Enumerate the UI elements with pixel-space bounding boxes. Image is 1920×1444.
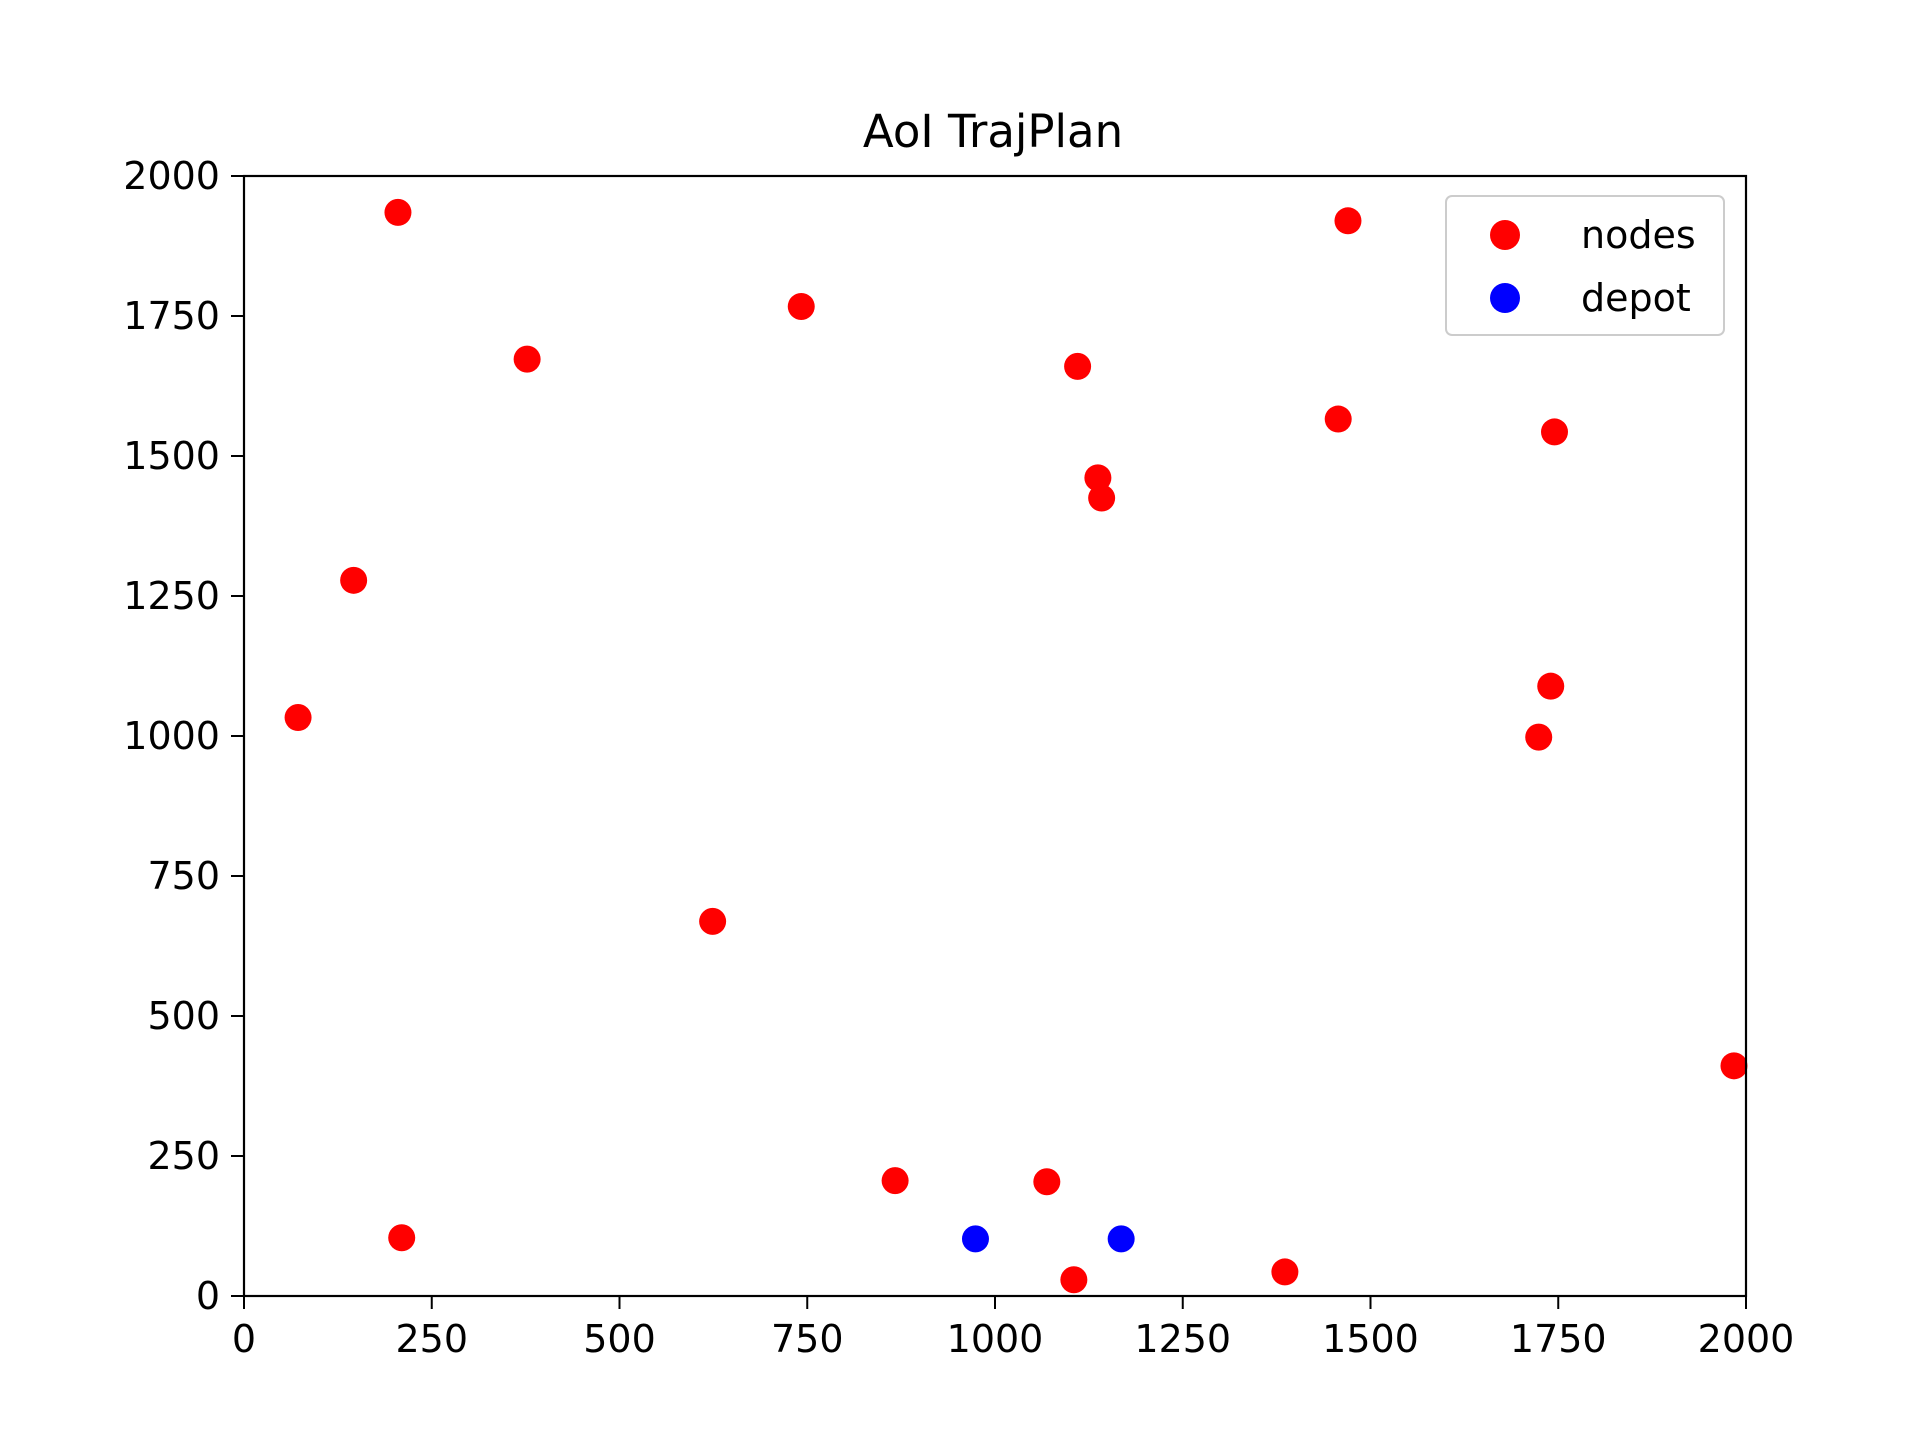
y-axis: 0 250 500 750 1000 1250 1500 1750 2000 bbox=[123, 154, 244, 1318]
y-tick-label-4: 1000 bbox=[123, 714, 220, 758]
x-tick-label-7: 1750 bbox=[1510, 1317, 1607, 1361]
point-nodes-8 bbox=[1088, 484, 1116, 512]
x-axis: 0 250 500 750 1000 1250 1500 1750 2000 bbox=[232, 1296, 1794, 1361]
data-marks bbox=[284, 198, 1748, 1294]
point-nodes-9 bbox=[340, 566, 368, 594]
point-nodes-3 bbox=[513, 345, 541, 373]
y-tick-label-7: 1750 bbox=[123, 294, 220, 338]
y-tick-label-1: 250 bbox=[147, 1134, 220, 1178]
y-tick-label-5: 1250 bbox=[123, 574, 220, 618]
x-tick-label-6: 1500 bbox=[1322, 1317, 1419, 1361]
y-tick-label-8: 2000 bbox=[123, 154, 220, 198]
point-nodes-19 bbox=[1271, 1258, 1299, 1286]
x-tick-label-4: 1000 bbox=[947, 1317, 1044, 1361]
point-nodes-7 bbox=[1084, 464, 1112, 492]
point-nodes-13 bbox=[699, 907, 727, 935]
point-nodes-2 bbox=[787, 292, 815, 320]
point-nodes-15 bbox=[881, 1167, 909, 1195]
point-nodes-10 bbox=[1537, 672, 1565, 700]
point-nodes-16 bbox=[1033, 1168, 1061, 1196]
x-tick-label-1: 250 bbox=[395, 1317, 468, 1361]
point-nodes-4 bbox=[1064, 352, 1092, 380]
legend-marker-depot bbox=[1490, 283, 1520, 313]
point-nodes-1 bbox=[1334, 207, 1362, 235]
y-tick-label-3: 750 bbox=[147, 854, 220, 898]
y-tick-label-0: 0 bbox=[196, 1274, 220, 1318]
point-nodes-12 bbox=[1525, 723, 1553, 751]
x-tick-label-8: 2000 bbox=[1698, 1317, 1795, 1361]
point-nodes-6 bbox=[1540, 418, 1568, 446]
point-depot-1 bbox=[1107, 1225, 1135, 1253]
legend-label-depot: depot bbox=[1581, 276, 1691, 320]
x-tick-label-3: 750 bbox=[771, 1317, 844, 1361]
legend-label-nodes: nodes bbox=[1581, 213, 1696, 257]
y-tick-label-2: 500 bbox=[147, 994, 220, 1038]
point-nodes-14 bbox=[1720, 1052, 1748, 1080]
point-nodes-18 bbox=[1060, 1266, 1088, 1294]
point-nodes-17 bbox=[388, 1224, 416, 1252]
legend: nodes depot bbox=[1445, 195, 1725, 336]
x-tick-label-2: 500 bbox=[583, 1317, 656, 1361]
point-nodes-0 bbox=[384, 198, 412, 226]
point-nodes-5 bbox=[1324, 405, 1352, 433]
point-depot-0 bbox=[961, 1225, 989, 1253]
legend-marker-nodes bbox=[1490, 220, 1520, 250]
x-tick-label-0: 0 bbox=[232, 1317, 256, 1361]
x-tick-label-5: 1250 bbox=[1134, 1317, 1231, 1361]
point-nodes-11 bbox=[284, 704, 312, 732]
y-tick-label-6: 1500 bbox=[123, 434, 220, 478]
chart-title: AoI TrajPlan bbox=[863, 105, 1123, 158]
